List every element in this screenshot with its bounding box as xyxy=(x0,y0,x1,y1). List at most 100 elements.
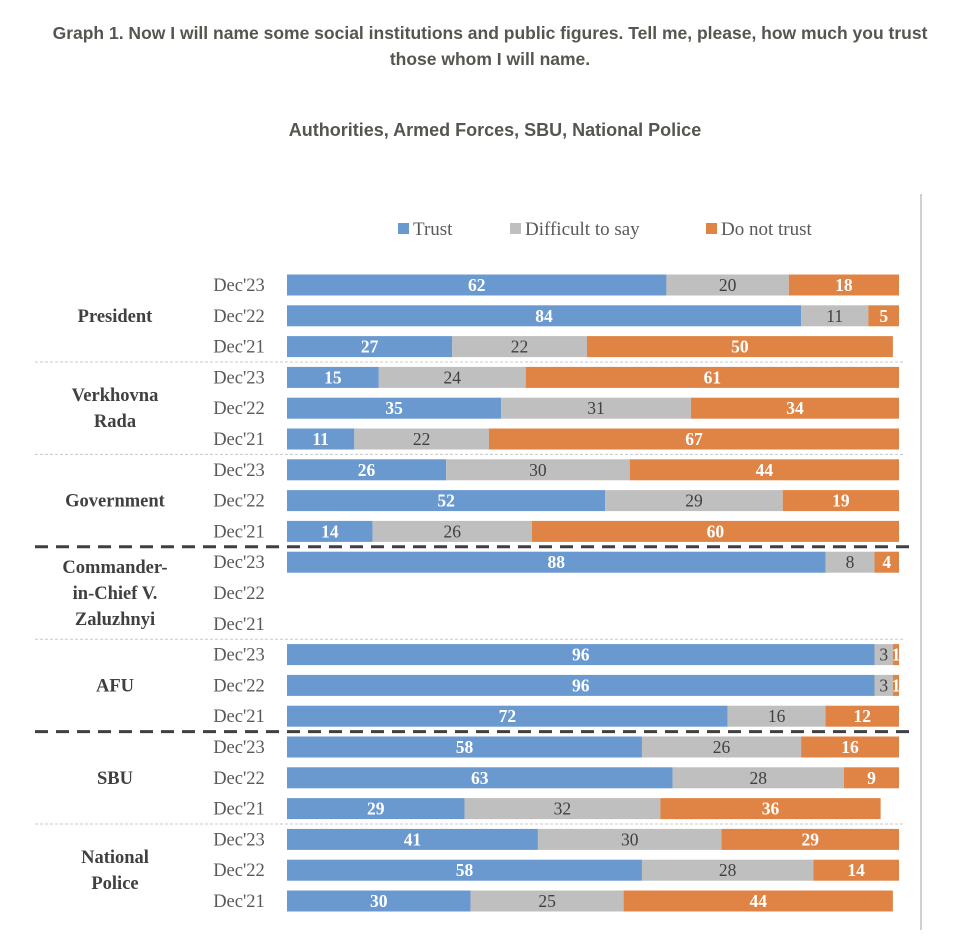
bar-row: 26 30 44 xyxy=(287,459,899,481)
period-label: Dec'22 xyxy=(213,861,265,881)
group-label-line: National xyxy=(81,848,149,868)
data-label: 58 xyxy=(456,737,474,757)
group-label: SBU xyxy=(97,769,133,789)
bar-row: 63 28 9 xyxy=(287,767,899,789)
bar-segment-difficult-to-say xyxy=(537,828,722,850)
bar-segment-do-not-trust xyxy=(690,397,899,419)
bar-segment-difficult-to-say xyxy=(672,767,844,789)
group-label-line: Police xyxy=(91,874,138,894)
legend-label-1: Difficult to say xyxy=(525,219,640,240)
period-labels: Dec'23 Dec'22 Dec'21 Dec'23 Dec'22 Dec'21 Dec'… xyxy=(213,276,265,912)
bar-segment-do-not-trust xyxy=(892,674,899,696)
period-label: Dec'21 xyxy=(213,707,265,727)
group-label-line: Zaluzhnyi xyxy=(75,610,155,630)
data-label: 26 xyxy=(443,521,461,541)
bar-segment-difficult-to-say xyxy=(501,397,691,419)
period-label: Dec'21 xyxy=(213,800,265,820)
data-label: 30 xyxy=(529,460,547,480)
group-label: AFU xyxy=(96,676,134,696)
bar-row: 29 32 36 xyxy=(287,798,881,820)
chart-subtitle: Authorities, Armed Forces, SBU, National… xyxy=(288,120,702,140)
period-label: Dec'23 xyxy=(213,461,265,481)
period-label: Dec'22 xyxy=(213,676,265,696)
bar-row: 11 22 67 xyxy=(287,428,899,450)
period-label: Dec'23 xyxy=(213,646,265,666)
bar-segment-trust xyxy=(287,305,802,327)
bar-segment-difficult-to-say xyxy=(372,520,532,542)
bar-segment-trust xyxy=(287,890,471,912)
bar-row: 84 11 5 xyxy=(287,305,899,327)
chart-frame-border xyxy=(920,194,922,930)
data-label: 36 xyxy=(762,799,780,819)
bar-segment-difficult-to-say xyxy=(641,859,814,881)
data-label: 41 xyxy=(404,829,422,849)
group-label: Government xyxy=(65,492,166,512)
data-label: 5 xyxy=(879,306,888,326)
data-label: 9 xyxy=(867,768,876,788)
period-label: Dec'21 xyxy=(213,892,265,912)
data-label: 16 xyxy=(768,706,786,726)
data-label: 29 xyxy=(367,799,385,819)
data-label: 58 xyxy=(456,860,474,880)
bar-segment-trust xyxy=(287,274,667,296)
bar-segment-do-not-trust xyxy=(629,459,899,481)
data-label: 96 xyxy=(572,645,590,665)
data-label: 16 xyxy=(841,737,859,757)
bar-segment-do-not-trust xyxy=(874,551,899,573)
bar-segment-do-not-trust xyxy=(782,490,899,512)
period-label: Dec'22 xyxy=(213,769,265,789)
bar-segment-do-not-trust xyxy=(892,644,899,666)
bar-segment-do-not-trust xyxy=(721,828,899,850)
data-label: 96 xyxy=(572,675,590,695)
legend-label-2: Do not trust xyxy=(721,219,813,240)
bar-row: 30 25 44 xyxy=(287,890,893,912)
bar-segment-trust xyxy=(287,767,673,789)
data-label: 12 xyxy=(854,706,872,726)
legend-swatch-1 xyxy=(510,223,521,234)
bar-row: 15 24 61 xyxy=(287,366,899,388)
bar-segment-trust xyxy=(287,459,447,481)
bar-segment-do-not-trust xyxy=(531,520,899,542)
data-label: 44 xyxy=(756,460,774,480)
data-label: 28 xyxy=(719,860,737,880)
bar-segment-do-not-trust xyxy=(788,274,899,296)
legend-label-0: Trust xyxy=(413,219,453,240)
bar-segment-difficult-to-say xyxy=(446,459,630,481)
group-label: National Police xyxy=(81,848,149,894)
data-label: 52 xyxy=(437,491,455,511)
period-label: Dec'22 xyxy=(213,307,265,327)
data-label: 14 xyxy=(321,521,339,541)
bar-segment-do-not-trust xyxy=(801,736,899,758)
period-label: Dec'23 xyxy=(213,738,265,758)
data-label: 35 xyxy=(385,398,403,418)
group-label: Verkhovna Rada xyxy=(72,386,159,432)
period-label: Dec'21 xyxy=(213,430,265,450)
data-label: 60 xyxy=(707,521,725,541)
bar-segment-trust xyxy=(287,674,875,696)
bar-segment-difficult-to-say xyxy=(470,890,624,912)
period-label: Dec'22 xyxy=(213,492,265,512)
data-label: 8 xyxy=(846,552,855,572)
group-label-line: AFU xyxy=(96,676,134,696)
bar-segment-difficult-to-say xyxy=(605,490,783,512)
bar-segment-difficult-to-say xyxy=(452,336,587,358)
data-label: 27 xyxy=(361,337,379,357)
bar-segment-trust xyxy=(287,551,826,573)
group-label: President xyxy=(78,307,154,327)
data-label: 31 xyxy=(587,398,605,418)
group-separators xyxy=(35,361,910,825)
bar-segment-trust xyxy=(287,736,642,758)
group-label-line: Commander- xyxy=(62,558,167,578)
data-label: 72 xyxy=(499,706,517,726)
bar-segment-do-not-trust xyxy=(813,859,899,881)
data-label: 3 xyxy=(879,675,888,695)
period-label: Dec'23 xyxy=(213,368,265,388)
bar-row: 27 22 50 xyxy=(287,336,893,358)
data-label: 29 xyxy=(802,829,820,849)
bar-segment-difficult-to-say xyxy=(801,305,869,327)
bar-row: 96 3 1 xyxy=(287,674,900,696)
period-label: Dec'23 xyxy=(213,553,265,573)
bar-row: 88 8 4 xyxy=(287,551,899,573)
bar-segment-do-not-trust xyxy=(525,366,899,388)
